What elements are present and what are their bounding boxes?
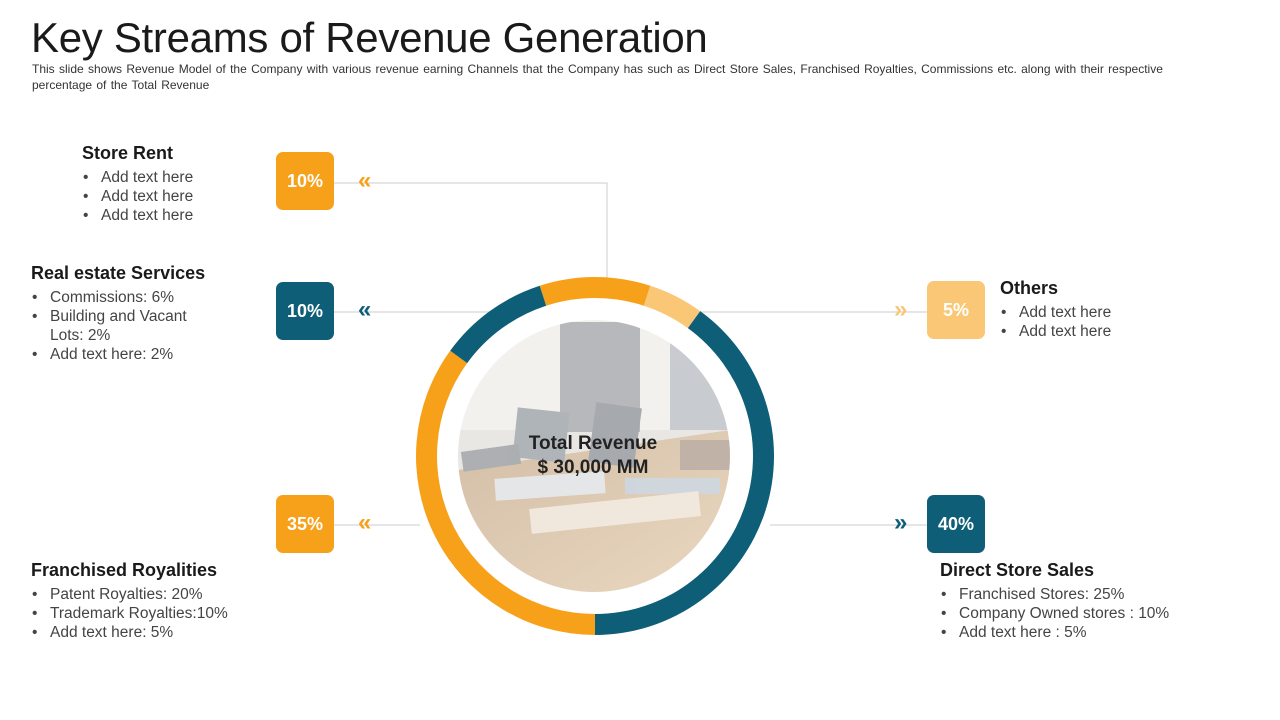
list-item: Add text here bbox=[1000, 303, 1111, 322]
connector-store-rent bbox=[333, 182, 608, 278]
arrow-right-icon: » bbox=[894, 509, 908, 536]
center-total: Total Revenue $ 30,000 MM bbox=[490, 432, 696, 480]
real-estate-title: Real estate Services bbox=[31, 263, 206, 283]
list-item: Franchised Stores: 25% bbox=[940, 585, 1169, 604]
page-title: Key Streams of Revenue Generation bbox=[31, 14, 708, 61]
donut-slice-real-estate-services bbox=[450, 285, 547, 364]
page-subtitle: This slide shows Revenue Model of the Co… bbox=[32, 62, 1163, 92]
real-estate-block: Real estate Services Commissions: 6% Bui… bbox=[31, 263, 221, 364]
list-item: Patent Royalties: 20% bbox=[31, 585, 228, 604]
donut-segments bbox=[415, 277, 774, 635]
franchised-block: Franchised Royalities Patent Royalties: … bbox=[31, 560, 228, 642]
donut-slice-others bbox=[643, 285, 701, 329]
list-item: Company Owned stores : 10% bbox=[940, 604, 1169, 623]
others-block: Others Add text here Add text here bbox=[1000, 278, 1111, 341]
list-item: Add text here bbox=[82, 206, 193, 225]
badge-others: 5% bbox=[927, 281, 985, 339]
badge-store-rent: 10% bbox=[276, 152, 334, 210]
center-label: Total Revenue bbox=[528, 433, 658, 454]
others-title: Others bbox=[1000, 278, 1059, 298]
badge-real-estate: 10% bbox=[276, 282, 334, 340]
donut-slice-direct-store-sales bbox=[595, 311, 774, 635]
list-item: Add text here bbox=[82, 187, 193, 206]
list-item: Add text here: 2% bbox=[31, 345, 221, 364]
badge-direct: 40% bbox=[927, 495, 985, 553]
list-item: Add text here: 5% bbox=[31, 623, 228, 642]
franchised-title: Franchised Royalities bbox=[31, 560, 218, 580]
list-item: Add text here bbox=[1000, 322, 1111, 341]
store-rent-title: Store Rent bbox=[82, 143, 174, 163]
store-rent-block: Store Rent Add text here Add text here A… bbox=[82, 143, 193, 225]
list-item: Add text here bbox=[82, 168, 193, 187]
direct-title: Direct Store Sales bbox=[940, 560, 1095, 580]
arrow-left-icon: « bbox=[358, 509, 372, 536]
center-value: $ 30,000 MM bbox=[537, 457, 649, 478]
list-item: Add text here : 5% bbox=[940, 623, 1169, 642]
list-item: Commissions: 6% bbox=[31, 288, 221, 307]
donut-slice-franchised-royalities bbox=[415, 350, 595, 635]
direct-block: Direct Store Sales Franchised Stores: 25… bbox=[940, 560, 1169, 642]
list-item: Trademark Royalties:10% bbox=[31, 604, 228, 623]
connector-lines bbox=[333, 182, 928, 526]
arrow-left-icon: « bbox=[358, 167, 372, 194]
arrow-right-icon: » bbox=[894, 296, 908, 323]
badge-franchised: 35% bbox=[276, 495, 334, 553]
arrow-left-icon: « bbox=[358, 296, 372, 323]
donut-slice-store-rent bbox=[539, 277, 651, 306]
list-item: Building and Vacant Lots: 2% bbox=[31, 307, 200, 345]
